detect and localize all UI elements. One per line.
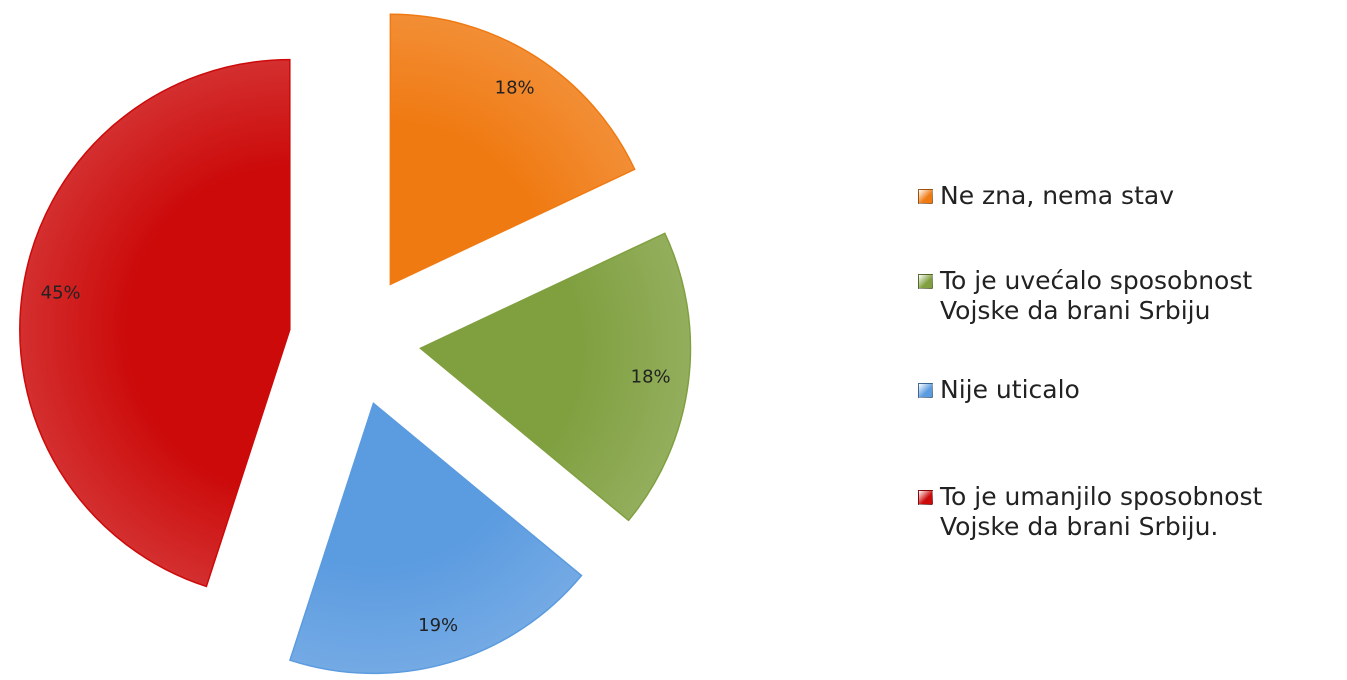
pie-slice [419, 232, 692, 522]
pie-slice [389, 13, 636, 286]
data-label: 45% [41, 282, 81, 303]
legend-item: Ne zna, nema stav [918, 181, 1330, 211]
legend-label: To je umanjilo sposobnost Vojske da bran… [940, 482, 1263, 541]
legend-label: Nije uticalo [940, 375, 1080, 404]
legend-item: Nije uticalo [918, 375, 1330, 405]
legend-label: To je uvećalo sposobnost Vojske da brani… [940, 266, 1253, 325]
legend-swatch [918, 189, 933, 204]
legend-swatch [918, 490, 933, 505]
legend-label: Ne zna, nema stav [940, 181, 1174, 210]
data-label: 18% [495, 77, 535, 98]
legend-item: To je umanjilo sposobnost Vojske da bran… [918, 482, 1330, 542]
chart: 18% 18% 19% 45% [19, 13, 692, 675]
legend-swatch [918, 274, 933, 289]
data-label: 19% [418, 615, 458, 636]
legend: Ne zna, nema stav To je uvećalo sposobnos… [918, 0, 1338, 680]
legend-item: To je uvećalo sposobnost Vojske da brani… [918, 266, 1330, 326]
data-label: 18% [631, 366, 671, 387]
legend-swatch [918, 383, 933, 398]
pie-slice [19, 58, 291, 588]
pie-slice [289, 402, 583, 675]
